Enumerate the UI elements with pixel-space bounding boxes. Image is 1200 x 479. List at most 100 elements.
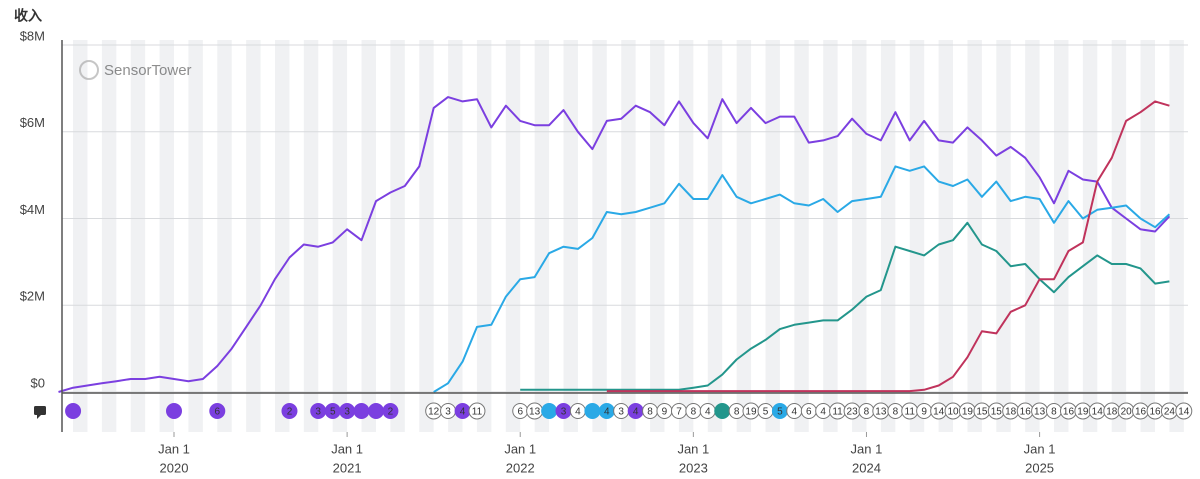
- stripe: [101, 40, 117, 432]
- event-label: 18: [1106, 407, 1118, 418]
- event-icon: [34, 406, 46, 419]
- stripe: [967, 40, 982, 432]
- event-label: 11: [832, 407, 843, 418]
- event-icon-bubble: [34, 406, 46, 415]
- event-label: 9: [662, 407, 668, 418]
- event-label: 11: [472, 407, 483, 418]
- event-label: 3: [618, 407, 624, 418]
- event-label: 14: [1178, 407, 1190, 418]
- event-label: 6: [517, 407, 523, 418]
- stripe: [505, 40, 521, 432]
- event-label: 13: [875, 407, 887, 418]
- event-label: 4: [791, 407, 797, 418]
- stripe: [563, 40, 578, 432]
- x-tick-year: 2023: [679, 460, 708, 475]
- event-label: 16: [1149, 407, 1161, 418]
- event-label: 15: [991, 407, 1003, 418]
- stripe: [996, 40, 1011, 432]
- event-marker: [382, 403, 399, 419]
- event-label: 7: [676, 407, 682, 418]
- event-marker: [584, 403, 601, 419]
- event-label: 3: [344, 407, 350, 418]
- event-marker: [468, 402, 486, 420]
- event-marker: [1175, 402, 1193, 420]
- x-tick-label: Jan 1: [504, 441, 536, 456]
- event-label: 8: [893, 407, 899, 418]
- stripe: [794, 40, 809, 432]
- event-marker: [368, 403, 385, 419]
- event-label: 5: [763, 407, 769, 418]
- x-tick-label: Jan 1: [851, 441, 883, 456]
- event-label: 15: [976, 407, 988, 418]
- stripe: [736, 40, 752, 432]
- event-label: 19: [745, 407, 757, 418]
- stripe: [1111, 40, 1127, 432]
- event-label: 16: [1135, 407, 1147, 418]
- event-marker: [65, 403, 82, 419]
- event-label: 4: [633, 407, 639, 418]
- event-marker: [281, 403, 298, 419]
- event-label: 2: [287, 407, 293, 418]
- stripe: [534, 40, 550, 432]
- stripe: [274, 40, 290, 432]
- x-tick-year: 2024: [852, 460, 881, 475]
- stripe: [448, 40, 463, 432]
- event-label: 13: [529, 407, 541, 418]
- event-marker: [166, 403, 183, 419]
- y-tick-label: $8M: [20, 28, 45, 43]
- event-marker: [541, 403, 558, 419]
- event-label: 4: [820, 407, 826, 418]
- event-label: 10: [947, 407, 959, 418]
- event-label: 13: [1034, 407, 1046, 418]
- event-label: 8: [1051, 407, 1057, 418]
- event-label: 19: [962, 407, 974, 418]
- event-label: 11: [905, 407, 916, 418]
- stripe: [592, 40, 607, 432]
- x-tick-year: 2022: [506, 460, 535, 475]
- event-label: 14: [933, 407, 945, 418]
- event-label: 4: [460, 407, 466, 418]
- y-tick-label: $4M: [20, 202, 45, 217]
- stripe: [303, 40, 319, 432]
- grid: $0 $2M $4M $6M $8M: [20, 28, 1188, 393]
- x-tick-year: 2025: [1025, 460, 1054, 475]
- event-label: 3: [445, 407, 451, 418]
- stripe: [476, 40, 492, 432]
- event-label: 19: [1077, 407, 1089, 418]
- event-label: 8: [734, 407, 740, 418]
- stripe: [1082, 40, 1098, 432]
- x-tick-label: Jan 1: [158, 441, 190, 456]
- y-tick-label: $6M: [20, 115, 45, 130]
- watermark-logo: [79, 60, 99, 80]
- x-tick-year: 2021: [333, 460, 362, 475]
- event-label: 9: [921, 407, 927, 418]
- event-label: 2: [388, 407, 394, 418]
- stripe: [678, 40, 694, 432]
- y-tick-label: $0: [31, 375, 45, 390]
- series-line: [58, 96, 1171, 393]
- x-tick-label: Jan 1: [677, 441, 709, 456]
- event-label: 4: [575, 407, 581, 418]
- x-tick-label: Jan 1: [331, 441, 363, 456]
- event-label: 3: [561, 407, 567, 418]
- stripe: [188, 40, 203, 432]
- event-label: 14: [1092, 407, 1104, 418]
- event-label: 16: [1063, 407, 1075, 418]
- stripe: [390, 40, 405, 432]
- stripe: [707, 40, 723, 432]
- x-axis: Jan 1 2020 Jan 1 2021 Jan 1 2022 Jan 1 2023 Jan …: [158, 432, 1055, 475]
- watermark-text: SensorTower: [104, 62, 192, 79]
- event-label: 8: [864, 407, 870, 418]
- stripe: [765, 40, 780, 432]
- lines: [58, 96, 1171, 393]
- event-label: 18: [1005, 407, 1017, 418]
- event-label: 5: [330, 407, 336, 418]
- event-label: 20: [1121, 407, 1133, 418]
- stripe: [159, 40, 175, 432]
- stripe: [621, 40, 636, 432]
- stripe: [909, 40, 925, 432]
- event-icon-tail: [37, 415, 41, 419]
- stripe: [1025, 40, 1040, 432]
- y-tick-label: $2M: [20, 289, 45, 304]
